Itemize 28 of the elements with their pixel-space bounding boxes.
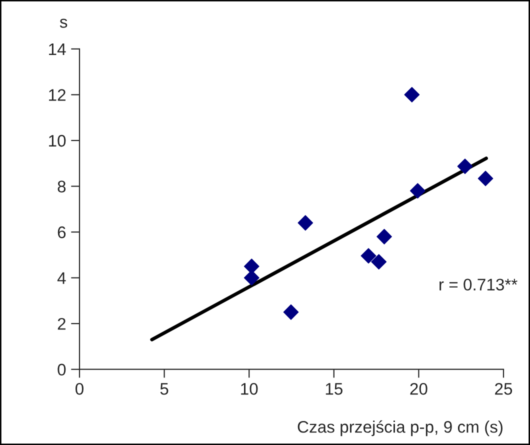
annotation: r = 0.713** <box>440 278 518 291</box>
y-tick-label: 4 <box>57 272 66 284</box>
x-axis-title: Czas przejścia p-p, 9 cm (s) <box>298 420 502 436</box>
point <box>410 183 426 199</box>
point <box>298 215 314 231</box>
x-tick-label: 5 <box>160 383 168 395</box>
point <box>478 170 494 186</box>
point <box>244 270 260 286</box>
y-tick-label: 2 <box>58 318 66 330</box>
x-tick-label: 0 <box>76 382 84 395</box>
point <box>376 228 392 244</box>
point <box>457 158 473 174</box>
point <box>283 304 299 320</box>
y-tick-label: 6 <box>58 226 66 238</box>
x-tick-label: 20 <box>410 382 428 395</box>
y-tick-label: 8 <box>58 180 66 192</box>
point <box>360 248 376 264</box>
y-tick-label: 12 <box>49 89 66 101</box>
y-tick-label: 14 <box>49 44 66 55</box>
x-tick-label: 15 <box>326 383 342 395</box>
point <box>404 87 420 102</box>
y-tick-label: 10 <box>49 134 66 147</box>
point <box>371 254 387 270</box>
x-tick-label: 25 <box>495 382 512 395</box>
y-axis-title: s <box>60 18 68 28</box>
x-tick-label: 10 <box>241 382 258 395</box>
y-tick-label: 0 <box>58 364 66 376</box>
point <box>244 258 260 274</box>
